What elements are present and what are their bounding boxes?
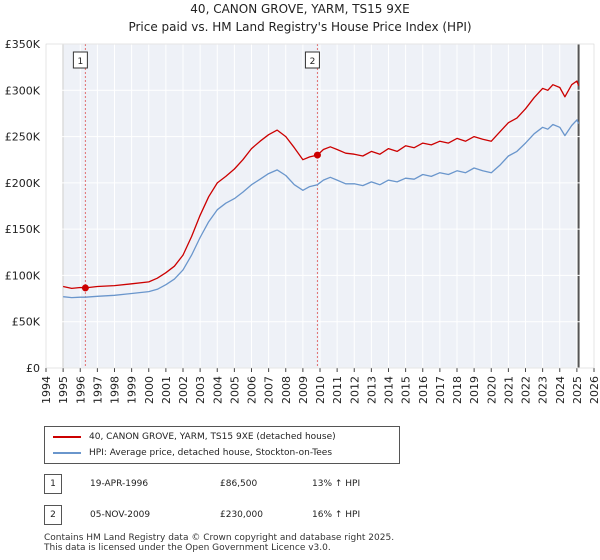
legend-label-hpi: HPI: Average price, detached house, Stoc… (89, 448, 333, 458)
footer-licence: This data is licensed under the Open Gov… (44, 543, 331, 553)
x-tick-label: 2001 (160, 376, 173, 404)
x-tick-label: 2024 (554, 376, 567, 404)
pre-data-region (46, 44, 64, 368)
sale-price-2: £230,000 (220, 510, 263, 520)
x-tick-label: 2022 (520, 376, 533, 404)
x-tick-label: 2002 (177, 376, 190, 404)
x-tick-label: 2004 (211, 376, 224, 404)
x-tick-label: 2014 (383, 376, 396, 404)
sale-point-1 (81, 284, 89, 292)
x-tick-label: 2012 (348, 376, 361, 404)
chart-title: 40, CANON GROVE, YARM, TS15 9XE (190, 2, 410, 16)
x-tick-label: 2021 (502, 376, 515, 404)
sale-badge-1: 1 (44, 474, 62, 494)
legend-swatch-hpi (53, 451, 81, 454)
y-tick-label: £200K (5, 177, 41, 190)
y-tick-label: £50K (12, 316, 41, 329)
y-tick-label: £250K (5, 131, 41, 144)
x-tick-label: 2000 (143, 376, 156, 404)
x-tick-label: 1997 (91, 376, 104, 404)
chart-legend: 40, CANON GROVE, YARM, TS15 9XE (detache… (44, 426, 400, 464)
x-tick-label: 2023 (537, 376, 550, 404)
x-tick-label: 2013 (365, 376, 378, 404)
post-data-region (578, 44, 594, 368)
sale-marker-badge-2 (304, 51, 320, 69)
sale-marker-label-1: 1 (78, 57, 84, 67)
sale-date-1: 19-APR-1996 (90, 479, 149, 489)
sale-row-2: 2 05-NOV-2009 £230,000 16% ↑ HPI (44, 505, 484, 525)
price-chart: £0 £50K £100K £150K £200K £250K £300K £350K 1994… (5, 38, 600, 404)
x-tick-label: 1999 (126, 376, 139, 404)
sale-marker-label-2: 2 (310, 57, 316, 67)
x-tick-label: 1995 (57, 376, 70, 404)
sale-date-2: 05-NOV-2009 (90, 510, 151, 520)
x-tick-label: 2026 (588, 376, 600, 404)
series-line-property (62, 80, 580, 290)
plot-frame (45, 43, 595, 369)
x-tick-label: 1998 (109, 376, 122, 404)
x-tick-label: 2007 (263, 376, 276, 404)
x-tick-label: 2005 (228, 376, 241, 404)
legend-item-property: 40, CANON GROVE, YARM, TS15 9XE (detache… (53, 430, 336, 444)
legend-swatch-property (53, 435, 81, 438)
sale-row-1: 1 19-APR-1996 £86,500 13% ↑ HPI (44, 474, 484, 494)
sale-hpi-2: 16% ↑ HPI (312, 510, 361, 520)
x-tick-label: 2008 (280, 376, 293, 404)
x-tick-label: 2003 (194, 376, 207, 404)
sale-marker-badge-1 (72, 51, 88, 69)
y-tick-label: £100K (5, 269, 41, 282)
x-tick-label: 1996 (74, 376, 87, 404)
footer-copyright: Contains HM Land Registry data © Crown c… (44, 533, 395, 543)
x-tick-label: 2020 (485, 376, 498, 404)
y-tick-label: £150K (5, 223, 41, 236)
sale-price-1: £86,500 (220, 479, 258, 489)
legend-item-hpi: HPI: Average price, detached house, Stoc… (53, 446, 332, 460)
x-tick-label: 2019 (468, 376, 481, 404)
sale-point-2 (313, 151, 321, 159)
sale-hpi-1: 13% ↑ HPI (312, 479, 361, 489)
x-tick-label: 2006 (246, 376, 259, 404)
series-line-hpi (63, 119, 580, 299)
chart-subtitle: Price paid vs. HM Land Registry's House … (128, 20, 472, 34)
x-tick-label: 2018 (451, 376, 464, 404)
x-tick-label: 1994 (40, 376, 53, 404)
x-tick-label: 2011 (331, 376, 344, 404)
x-tick-label: 2010 (314, 376, 327, 404)
x-tick-label: 2009 (297, 376, 310, 404)
sale-badge-2: 2 (44, 505, 62, 525)
y-tick-label: £0 (26, 362, 40, 375)
x-tick-label: 2017 (434, 376, 447, 404)
y-tick-label: £300K (5, 84, 41, 97)
y-tick-label: £350K (5, 38, 41, 51)
x-tick-label: 2025 (571, 376, 584, 404)
x-tick-label: 2015 (400, 376, 413, 404)
x-tick-label: 2016 (417, 376, 430, 404)
legend-label-property: 40, CANON GROVE, YARM, TS15 9XE (detache… (89, 432, 336, 442)
